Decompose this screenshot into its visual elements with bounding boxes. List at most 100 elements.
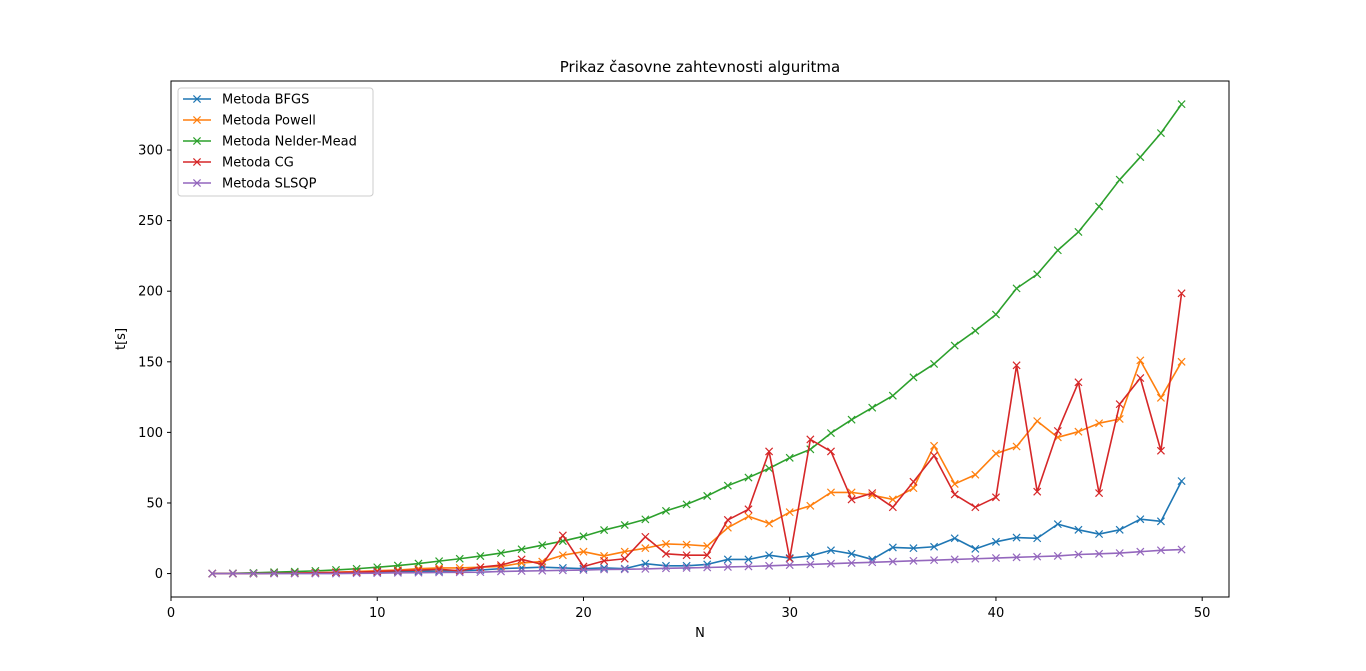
data-point — [785, 508, 794, 517]
data-point — [1095, 549, 1104, 558]
legend-label: Metoda CG — [222, 156, 294, 171]
data-point — [538, 541, 547, 550]
data-point — [1074, 525, 1083, 534]
data-point — [744, 562, 753, 571]
series-metoda-nelder-mead — [208, 100, 1186, 578]
data-point — [744, 505, 753, 514]
data-point — [517, 566, 526, 576]
data-point — [991, 310, 1000, 319]
data-point — [682, 551, 691, 560]
data-point — [682, 500, 691, 509]
legend-marker — [192, 94, 202, 104]
data-point — [806, 501, 815, 510]
data-point — [414, 559, 423, 568]
data-point — [971, 544, 980, 553]
data-point — [517, 555, 526, 564]
data-point — [352, 568, 361, 577]
data-point — [1156, 446, 1165, 455]
series-line-metoda-slsqp — [212, 548, 1182, 575]
data-point — [806, 551, 815, 560]
data-point — [1012, 553, 1021, 562]
data-point — [950, 555, 959, 564]
data-point — [1074, 378, 1083, 387]
chart-title: Prikaz časovne zahtevnosti alguritma — [560, 58, 840, 76]
data-point — [661, 564, 670, 573]
data-point — [1012, 533, 1021, 542]
data-point — [641, 515, 650, 524]
data-point — [1095, 489, 1104, 498]
legend-label: Metoda BFGS — [222, 93, 309, 108]
data-point — [971, 503, 980, 512]
data-point — [1074, 427, 1083, 436]
data-point — [1115, 525, 1124, 534]
legend: Metoda BFGS Metoda Powell Metoda Nelder-Me… — [177, 87, 374, 197]
data-point — [1012, 284, 1021, 293]
series-metoda-cg — [208, 289, 1186, 578]
y-axis-label: t[s] — [114, 328, 129, 350]
data-point — [496, 561, 506, 570]
data-point — [661, 539, 670, 548]
data-point — [847, 549, 856, 558]
data-point — [785, 561, 794, 570]
data-point — [971, 554, 980, 563]
data-point — [971, 326, 980, 335]
legend-marker — [192, 136, 202, 146]
data-point — [1053, 551, 1062, 560]
data-point — [826, 429, 835, 438]
data-point — [1177, 100, 1186, 109]
data-point — [1033, 487, 1042, 496]
data-point — [826, 546, 835, 555]
data-point — [682, 563, 691, 572]
data-point — [455, 566, 464, 575]
data-point — [868, 491, 877, 500]
data-point — [785, 554, 794, 563]
data-point — [785, 453, 794, 462]
data-point — [991, 449, 1000, 458]
data-point — [600, 556, 609, 565]
data-point — [1033, 534, 1042, 543]
data-point — [455, 554, 464, 563]
data-point — [476, 568, 485, 577]
data-point — [1136, 356, 1145, 365]
data-point — [888, 543, 897, 552]
data-point — [270, 569, 279, 578]
data-point — [641, 544, 650, 553]
data-point — [1156, 393, 1165, 402]
data-point — [971, 470, 980, 479]
data-point — [1177, 289, 1186, 298]
legend-item: Metoda BFGS — [183, 93, 309, 108]
data-point — [414, 568, 423, 577]
data-point — [1136, 153, 1145, 162]
data-point — [1074, 550, 1083, 559]
data-point — [806, 560, 815, 569]
data-point — [435, 557, 444, 566]
plot-frame — [170, 80, 1230, 598]
data-point — [600, 565, 609, 574]
data-point — [1095, 419, 1104, 428]
legend-label: Metoda Powell — [222, 114, 316, 129]
data-point — [1115, 400, 1124, 409]
data-point — [868, 403, 877, 412]
data-point — [1115, 549, 1124, 558]
data-point — [558, 531, 567, 540]
data-point — [1177, 545, 1186, 554]
data-point — [620, 554, 629, 563]
legend-item: Metoda Powell — [183, 114, 316, 129]
data-point — [311, 569, 320, 578]
data-point — [352, 569, 361, 578]
data-point — [538, 560, 547, 569]
legend-marker — [192, 178, 202, 188]
data-point — [930, 359, 939, 368]
y-tick-label: 100 — [138, 426, 163, 441]
data-point — [723, 515, 732, 524]
data-point — [228, 569, 237, 578]
data-point — [682, 540, 691, 549]
data-point — [1095, 202, 1104, 211]
data-point — [847, 415, 856, 424]
x-tick-label: 50 — [1194, 606, 1211, 621]
data-point — [435, 568, 444, 577]
data-point — [1053, 520, 1062, 529]
data-point — [723, 481, 732, 490]
legend-item: Metoda CG — [183, 156, 294, 171]
